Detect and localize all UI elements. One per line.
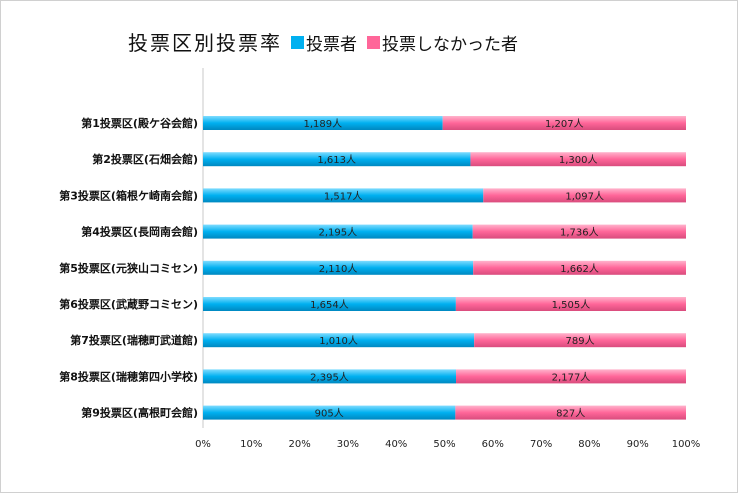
bar-nonvoters (456, 369, 686, 384)
x-tick-label: 0% (195, 439, 211, 450)
category-label: 第5投票区(元狭山コミセン) (59, 261, 198, 275)
bar-voters (203, 152, 471, 167)
bar-nonvoters (470, 152, 686, 167)
bar-nonvoters (483, 188, 686, 203)
data-label-voters: 2,195人 (319, 227, 358, 239)
bar-voters (203, 224, 473, 239)
data-label-nonvoters: 1,662人 (560, 263, 599, 275)
bar-nonvoters (455, 405, 686, 420)
x-tick-label: 10% (240, 439, 262, 450)
x-tick-label: 40% (385, 439, 407, 450)
legend-swatch (291, 36, 304, 49)
data-label-voters: 2,110人 (319, 263, 358, 275)
category-label: 第1投票区(殿ケ谷会館) (81, 116, 198, 130)
data-label-nonvoters: 2,177人 (552, 371, 591, 383)
data-label-nonvoters: 1,097人 (565, 190, 604, 202)
bar-nonvoters (474, 333, 686, 348)
data-label-voters: 905人 (315, 408, 344, 420)
category-label: 第8投票区(瑞穂第四小学校) (59, 369, 198, 383)
x-tick-label: 60% (482, 439, 504, 450)
x-tick-label: 80% (578, 439, 600, 450)
category-label: 第9投票区(高根町会館) (81, 406, 198, 420)
bar-voters (203, 188, 484, 203)
category-label: 第6投票区(武蔵野コミセン) (59, 297, 198, 311)
bar-voters (203, 369, 457, 384)
x-tick-label: 90% (627, 439, 649, 450)
category-label: 第4投票区(長岡南会館) (81, 225, 198, 239)
legend-label: 投票者 (306, 35, 357, 55)
x-tick-label: 50% (433, 439, 455, 450)
x-tick-label: 30% (337, 439, 359, 450)
data-label-nonvoters: 1,300人 (559, 154, 598, 166)
bar-voters (203, 297, 456, 311)
legend-item-nonvoters: 投票しなかった者 (367, 30, 518, 55)
chart-title: 投票区別投票率 (128, 31, 282, 55)
data-label-nonvoters: 1,736人 (560, 227, 599, 239)
bar-voters (203, 405, 456, 420)
bar-nonvoters (473, 260, 686, 275)
bar-nonvoters (472, 224, 686, 239)
data-label-nonvoters: 1,207人 (545, 118, 584, 130)
data-label-voters: 1,010人 (319, 335, 358, 347)
x-tick-label: 70% (530, 439, 552, 450)
x-tick-label: 20% (288, 439, 310, 450)
x-tick-label: 100% (672, 439, 701, 450)
data-label-voters: 1,189人 (304, 118, 343, 130)
data-label-nonvoters: 789人 (566, 335, 595, 347)
data-label-voters: 1,613人 (317, 154, 356, 166)
data-label-voters: 1,654人 (310, 299, 349, 311)
category-label: 第2投票区(石畑会館) (92, 152, 198, 166)
data-label-voters: 2,395人 (310, 371, 349, 383)
data-label-voters: 1,517人 (324, 190, 363, 202)
category-label: 第3投票区(箱根ケ崎南会館) (59, 188, 198, 202)
bar-nonvoters (455, 297, 686, 311)
bar-voters (203, 116, 443, 130)
bar-voters (203, 260, 474, 275)
legend-item-voters: 投票者 (291, 30, 357, 55)
legend-swatch (367, 36, 380, 49)
data-label-nonvoters: 827人 (556, 408, 585, 420)
data-label-nonvoters: 1,505人 (552, 299, 591, 311)
bar-nonvoters (442, 116, 686, 130)
bar-voters (203, 333, 475, 348)
legend-label: 投票しなかった者 (382, 35, 518, 55)
category-label: 第7投票区(瑞穂町武道館) (70, 333, 198, 347)
